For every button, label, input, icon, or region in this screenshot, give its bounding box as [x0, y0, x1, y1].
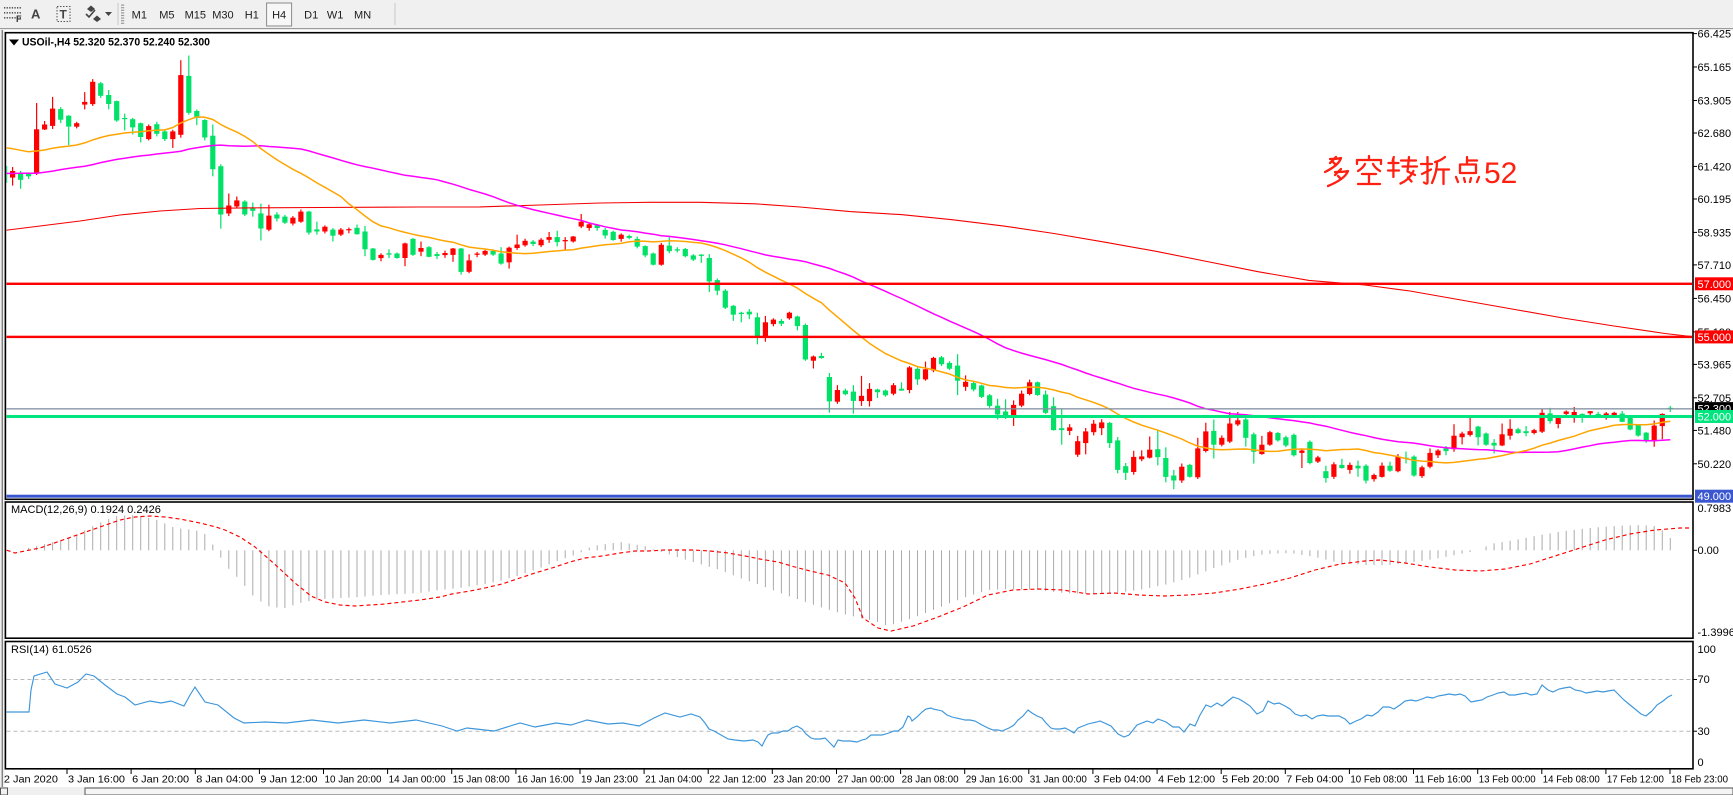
svg-text:29 Jan 16:00: 29 Jan 16:00	[966, 774, 1023, 786]
svg-text:4 Feb 12:00: 4 Feb 12:00	[1158, 774, 1215, 786]
svg-text:11 Feb 16:00: 11 Feb 16:00	[1415, 774, 1472, 786]
svg-text:28 Jan 08:00: 28 Jan 08:00	[902, 774, 959, 786]
svg-text:-1.3996: -1.3996	[1698, 627, 1733, 639]
svg-text:M15: M15	[185, 10, 206, 22]
svg-text:57.710: 57.710	[1698, 260, 1732, 272]
svg-text:10 Feb 08:00: 10 Feb 08:00	[1350, 774, 1407, 786]
svg-text:66.425: 66.425	[1698, 29, 1732, 41]
svg-text:10 Jan 20:00: 10 Jan 20:00	[325, 774, 382, 786]
svg-text:22 Jan 12:00: 22 Jan 12:00	[709, 774, 766, 786]
svg-text:56.450: 56.450	[1698, 293, 1732, 305]
svg-text:58.935: 58.935	[1698, 227, 1732, 239]
svg-text:49.000: 49.000	[1698, 491, 1732, 503]
svg-text:H1: H1	[245, 10, 259, 22]
svg-text:17 Feb 12:00: 17 Feb 12:00	[1607, 774, 1664, 786]
svg-text:57.000: 57.000	[1698, 279, 1732, 291]
svg-text:MN: MN	[354, 10, 371, 22]
svg-text:52.000: 52.000	[1698, 412, 1732, 424]
svg-text:RSI(14) 61.0526: RSI(14) 61.0526	[11, 644, 92, 656]
svg-text:70: 70	[1698, 674, 1710, 686]
svg-text:18 Feb 23:00: 18 Feb 23:00	[1671, 774, 1728, 786]
svg-text:52: 52	[1484, 157, 1517, 190]
svg-text:61.420: 61.420	[1698, 161, 1732, 173]
svg-text:F: F	[16, 14, 22, 24]
svg-text:3 Feb 04:00: 3 Feb 04:00	[1094, 774, 1151, 786]
svg-text:30: 30	[1698, 726, 1710, 738]
svg-text:W1: W1	[327, 10, 344, 22]
svg-text:60.195: 60.195	[1698, 194, 1732, 206]
svg-text:13 Feb 00:00: 13 Feb 00:00	[1479, 774, 1536, 786]
svg-text:H4: H4	[272, 10, 286, 22]
svg-text:8 Jan 04:00: 8 Jan 04:00	[196, 774, 253, 786]
svg-text:23 Jan 20:00: 23 Jan 20:00	[773, 774, 830, 786]
svg-text:55.000: 55.000	[1698, 332, 1732, 344]
svg-text:3 Jan 16:00: 3 Jan 16:00	[68, 774, 125, 786]
svg-text:19 Jan 23:00: 19 Jan 23:00	[581, 774, 638, 786]
svg-text:2 Jan 2020: 2 Jan 2020	[4, 774, 58, 786]
svg-text:15 Jan 08:00: 15 Jan 08:00	[453, 774, 510, 786]
svg-text:5 Feb 20:00: 5 Feb 20:00	[1222, 774, 1279, 786]
svg-text:100: 100	[1698, 644, 1716, 656]
svg-text:51.480: 51.480	[1698, 425, 1732, 437]
svg-text:53.965: 53.965	[1698, 359, 1732, 371]
svg-text:M5: M5	[159, 10, 174, 22]
svg-text:16 Jan 16:00: 16 Jan 16:00	[517, 774, 574, 786]
svg-text:USOil-,H4 52.320 52.370 52.24: USOil-,H4 52.320 52.370 52.240 52.300	[22, 37, 210, 49]
svg-text:63.905: 63.905	[1698, 96, 1732, 108]
svg-text:7 Feb 04:00: 7 Feb 04:00	[1286, 774, 1343, 786]
svg-text:62.680: 62.680	[1698, 128, 1732, 140]
svg-text:31 Jan 00:00: 31 Jan 00:00	[1030, 774, 1087, 786]
svg-text:A: A	[31, 7, 41, 22]
svg-text:0: 0	[1698, 757, 1704, 769]
svg-text:14 Jan 00:00: 14 Jan 00:00	[389, 774, 446, 786]
svg-text:MACD(12,26,9) 0.1924 0.2426: MACD(12,26,9) 0.1924 0.2426	[11, 504, 161, 516]
svg-text:M30: M30	[212, 10, 233, 22]
svg-text:6 Jan 20:00: 6 Jan 20:00	[132, 774, 189, 786]
svg-text:M1: M1	[132, 10, 147, 22]
svg-text:65.165: 65.165	[1698, 62, 1732, 74]
svg-text:50.220: 50.220	[1698, 459, 1732, 471]
svg-text:D1: D1	[304, 10, 318, 22]
svg-text:14 Feb 08:00: 14 Feb 08:00	[1543, 774, 1600, 786]
svg-text:9 Jan 12:00: 9 Jan 12:00	[260, 774, 317, 786]
svg-text:21 Jan 04:00: 21 Jan 04:00	[645, 774, 702, 786]
svg-text:0.00: 0.00	[1698, 545, 1719, 557]
svg-text:0.7983: 0.7983	[1698, 503, 1732, 515]
svg-text:T: T	[60, 8, 68, 22]
svg-text:27 Jan 00:00: 27 Jan 00:00	[838, 774, 895, 786]
